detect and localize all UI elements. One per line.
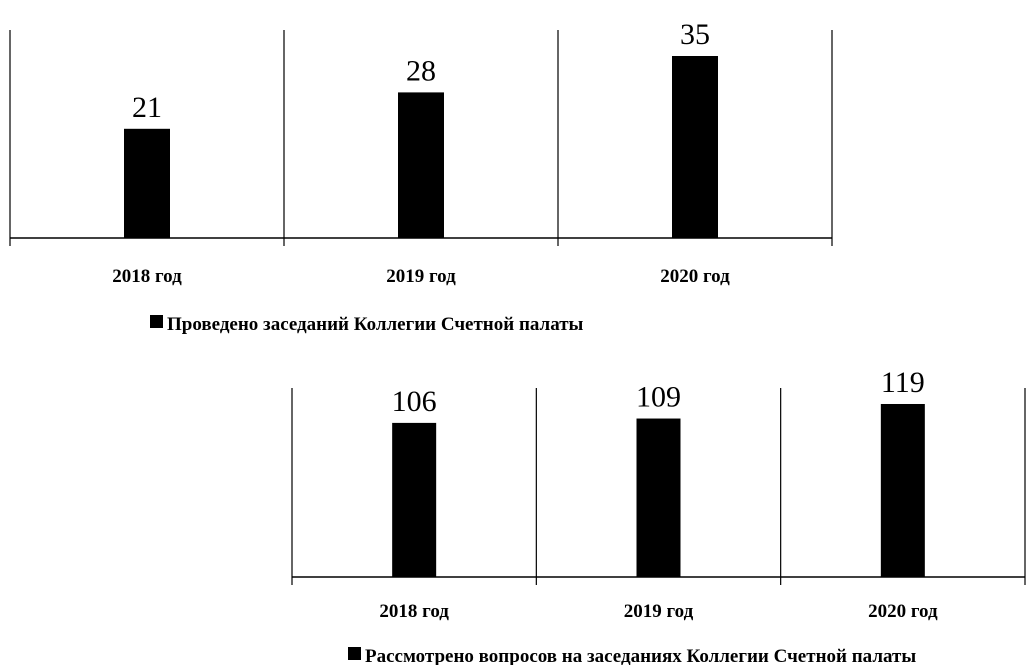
bar-2020-год — [672, 56, 718, 238]
data-label: 21 — [132, 91, 162, 124]
chart-questions: 106 2018 год 109 2019 год 119 2020 год Рассмот… — [291, 366, 1026, 665]
bar-2018-год — [124, 128, 170, 238]
legend-swatch — [150, 315, 163, 328]
data-label: 119 — [881, 366, 925, 399]
x-tick-label: 2018 год — [112, 266, 182, 287]
data-label: 35 — [680, 18, 710, 51]
legend-entry: Рассмотрено вопросов на заседаниях Колле… — [365, 646, 916, 665]
bar-2019-год — [636, 418, 681, 577]
x-tick-label: 2020 год — [868, 601, 938, 622]
data-label: 28 — [406, 54, 436, 87]
x-tick-label: 2020 год — [660, 266, 730, 287]
x-tick-label: 2019 год — [386, 266, 456, 287]
legend-entry: Проведено заседаний Коллегии Счетной пал… — [167, 314, 584, 335]
data-label: 106 — [392, 385, 437, 418]
data-label: 109 — [636, 381, 681, 414]
chart-meetings: 21 2018 год 28 2019 год 35 2020 год Проведено … — [9, 18, 833, 335]
legend-swatch — [348, 647, 361, 660]
bar-2020-год — [880, 403, 925, 577]
bar-2019-год — [398, 92, 444, 239]
x-tick-label: 2018 год — [379, 601, 449, 622]
bar-2018-год — [392, 422, 437, 577]
x-tick-label: 2019 год — [624, 601, 694, 622]
